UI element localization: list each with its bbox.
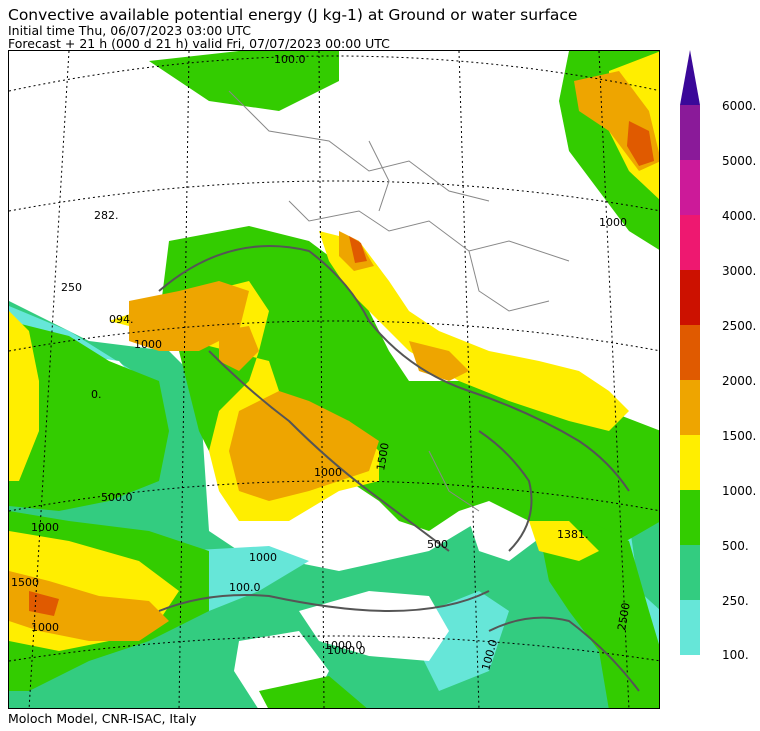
contour-label: 1000: [31, 621, 59, 634]
contour-label: 2500: [615, 602, 633, 632]
legend-label: 4000.: [722, 209, 757, 223]
legend-label: 2000.: [722, 374, 757, 388]
legend-swatch-3000: [680, 215, 700, 270]
legend-swatch-1000: [680, 435, 700, 490]
borders: [158, 245, 640, 692]
legend-label: 500.: [722, 539, 749, 553]
legend-swatch-2500: [680, 270, 700, 325]
color-legend: 6000. 5000. 4000. 3000. 2500. 2000. 1500…: [680, 50, 760, 670]
contour-label: 100.0: [229, 581, 261, 594]
contour-label: 1500: [374, 442, 392, 472]
contour-label: 250: [61, 281, 82, 294]
contour-label: 1500: [11, 576, 39, 589]
contour-label: 1000: [599, 216, 627, 229]
legend-swatch-5000: [680, 105, 700, 160]
legend-label: 1000.: [722, 484, 757, 498]
contour-label: 1381.: [557, 528, 589, 541]
legend-label: 250.: [722, 594, 749, 608]
contour-labels: 100.0 282. 250 094. 1000 0. 500.0 1000 1…: [11, 53, 633, 672]
map-title: Convective available potential energy (J…: [8, 6, 578, 24]
legend-colorbar: [680, 50, 700, 655]
legend-label: 5000.: [722, 154, 757, 168]
contour-label: 1000: [314, 466, 342, 479]
legend-label: 1500.: [722, 429, 757, 443]
legend-swatch-500: [680, 490, 700, 545]
contour-label: 500: [427, 538, 448, 551]
graticule: [9, 51, 659, 708]
contour-label: 1000: [249, 551, 277, 564]
legend-swatch-2000: [680, 325, 700, 380]
inland-borders: [228, 90, 570, 512]
legend-swatch-1500: [680, 380, 700, 435]
legend-label: 6000.: [722, 99, 757, 113]
initial-time: Initial time Thu, 06/07/2023 03:00 UTC: [8, 23, 251, 38]
contour-label: 094.: [109, 313, 134, 326]
legend-label: 2500.: [722, 319, 757, 333]
model-credit: Moloch Model, CNR-ISAC, Italy: [8, 711, 197, 726]
legend-label: 100.: [722, 648, 749, 662]
contour-label: 1000.0: [327, 644, 366, 657]
legend-swatch-100: [680, 600, 700, 655]
contour-label: 1000: [31, 521, 59, 534]
contour-label: 100.0: [274, 53, 306, 66]
cape-map: 100.0 282. 250 094. 1000 0. 500.0 1000 1…: [8, 50, 660, 709]
contour-label: 500.0: [101, 491, 133, 504]
legend-label: 3000.: [722, 264, 757, 278]
cape-2000-areas: [29, 121, 654, 616]
forecast-valid-time: Forecast + 21 h (000 d 21 h) valid Fri, …: [8, 36, 390, 51]
contour-label: 1000: [134, 338, 162, 351]
legend-swatch-4000: [680, 160, 700, 215]
contour-label: 1000.0: [324, 639, 363, 652]
legend-extend-arrow: [680, 50, 700, 105]
legend-swatch-250: [680, 545, 700, 600]
contour-label: 0.: [91, 388, 102, 401]
contour-label: 282.: [94, 209, 119, 222]
